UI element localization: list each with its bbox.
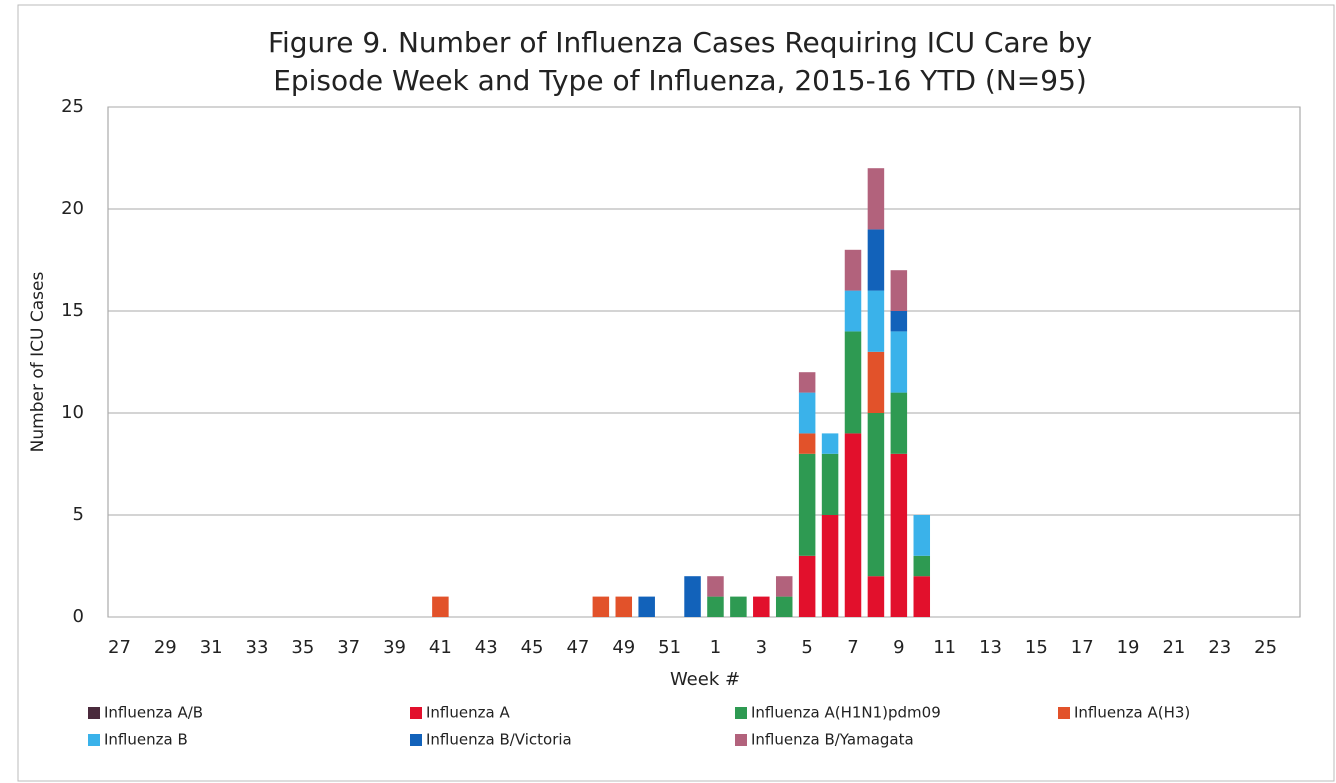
legend-label: Influenza A/B — [104, 704, 203, 722]
bar-segment — [890, 453, 908, 617]
x-tick-label: 25 — [1254, 637, 1277, 658]
chart-title: Episode Week and Type of Influenza, 2015… — [273, 64, 1087, 97]
x-tick-label: 13 — [979, 637, 1002, 658]
legend-label: Influenza A(H1N1)pdm09 — [751, 704, 941, 722]
bar-segment — [798, 372, 816, 393]
bar-segment — [638, 596, 655, 617]
bar-segment — [798, 453, 816, 556]
bar-segment — [913, 515, 931, 556]
bar-segment — [753, 596, 770, 617]
bar-segment — [844, 433, 862, 617]
bar-segment — [890, 270, 908, 311]
chart-frame — [17, 4, 1335, 782]
bar-segment — [890, 331, 908, 393]
bar-segment — [844, 290, 862, 332]
x-tick-label: 1 — [710, 637, 721, 658]
bar-segment — [592, 596, 610, 617]
legend-swatch — [88, 707, 100, 719]
x-tick-label: 21 — [1162, 637, 1185, 658]
bar-segment — [913, 576, 931, 617]
bar-segment — [684, 576, 701, 617]
y-tick-label: 25 — [61, 96, 84, 117]
y-tick-label: 15 — [61, 300, 84, 321]
bar-segment — [844, 249, 862, 291]
bar-segment — [798, 555, 816, 617]
bar-segment — [615, 596, 633, 617]
x-tick-label: 45 — [521, 637, 544, 658]
x-tick-label: 29 — [154, 637, 177, 658]
legend-swatch — [1058, 707, 1070, 719]
y-tick-label: 20 — [61, 198, 84, 219]
legend-swatch — [410, 734, 422, 746]
legend-label: Influenza A — [426, 704, 510, 722]
bar-segment — [730, 596, 747, 617]
bar-segment — [798, 433, 816, 454]
x-tick-label: 39 — [383, 637, 406, 658]
x-tick-label: 7 — [847, 637, 858, 658]
x-tick-label: 31 — [200, 637, 223, 658]
x-tick-label: 37 — [337, 637, 360, 658]
x-tick-label: 49 — [612, 637, 635, 658]
x-tick-label: 51 — [658, 637, 681, 658]
legend-label: Influenza B/Yamagata — [751, 731, 914, 749]
bar-segment — [913, 555, 931, 577]
y-tick-label: 0 — [73, 606, 84, 627]
x-tick-label: 33 — [246, 637, 269, 658]
bar-segment — [821, 453, 839, 515]
x-tick-label: 15 — [1025, 637, 1048, 658]
y-tick-label: 5 — [73, 504, 84, 525]
x-tick-label: 5 — [801, 637, 812, 658]
bar-segment — [798, 392, 816, 434]
chart-title: Figure 9. Number of Influenza Cases Requ… — [268, 26, 1092, 59]
x-tick-label: 41 — [429, 637, 452, 658]
bar-segment — [867, 413, 885, 577]
x-tick-label: 43 — [475, 637, 498, 658]
x-tick-label: 27 — [108, 637, 131, 658]
bar-segment — [707, 596, 724, 617]
bar-segment — [775, 596, 793, 617]
bar-segment — [432, 596, 449, 617]
legend-label: Influenza A(H3) — [1074, 704, 1190, 722]
y-axis-label: Number of ICU Cases — [28, 272, 48, 453]
legend-swatch — [88, 734, 100, 746]
x-tick-label: 47 — [566, 637, 589, 658]
legend-swatch — [410, 707, 422, 719]
x-tick-label: 9 — [893, 637, 904, 658]
bar-segment — [844, 331, 862, 434]
bar-segment — [821, 515, 839, 617]
bar-segment — [867, 351, 885, 413]
bar-segment — [867, 229, 885, 291]
legend-swatch — [735, 734, 747, 746]
bar-segment — [775, 576, 793, 597]
bar-segment — [707, 576, 724, 597]
bar-segment — [867, 168, 885, 230]
bar-segment — [890, 311, 908, 332]
bar-segment — [890, 392, 908, 454]
x-tick-label: 19 — [1117, 637, 1140, 658]
x-tick-label: 3 — [756, 637, 767, 658]
bar-segment — [867, 576, 885, 617]
legend-label: Influenza B — [104, 731, 188, 749]
x-axis-label: Week # — [670, 669, 740, 690]
bar-segment — [867, 290, 885, 352]
legend-label: Influenza B/Victoria — [426, 731, 572, 749]
y-tick-label: 10 — [61, 402, 84, 423]
x-tick-label: 35 — [291, 637, 314, 658]
x-tick-label: 23 — [1208, 637, 1231, 658]
bar-segment — [821, 433, 839, 454]
legend-swatch — [735, 707, 747, 719]
x-tick-label: 17 — [1071, 637, 1094, 658]
x-tick-label: 11 — [933, 637, 956, 658]
